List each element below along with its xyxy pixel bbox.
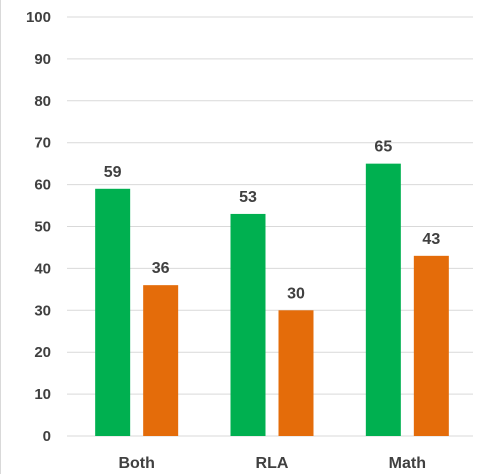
data-label: 59	[104, 164, 122, 181]
data-label: 36	[152, 260, 170, 277]
bar	[230, 213, 266, 436]
y-tick-label: 70	[34, 135, 51, 152]
y-tick-label: 80	[34, 93, 51, 110]
data-label: 53	[239, 189, 257, 206]
y-tick-label: 90	[34, 51, 51, 68]
y-tick-label: 0	[43, 428, 51, 445]
data-labels: 59 36 53 30 65 43	[104, 139, 441, 303]
x-category-label: Math	[389, 455, 426, 472]
x-axis-category-labels: Both RLA Math	[118, 455, 426, 472]
y-tick-label: 30	[34, 302, 51, 319]
gridlines	[67, 16, 473, 437]
bar	[143, 285, 179, 436]
bars	[95, 163, 449, 436]
bar	[413, 255, 449, 436]
bar	[365, 163, 401, 436]
bar	[278, 310, 314, 436]
data-label: 65	[374, 139, 392, 156]
x-category-label: RLA	[256, 455, 289, 472]
y-axis-tick-labels: 0 10 20 30 40 50 60 70 80 90 100	[26, 9, 51, 445]
x-category-label: Both	[118, 455, 154, 472]
y-tick-label: 10	[34, 386, 51, 403]
y-tick-label: 60	[34, 177, 51, 194]
y-tick-label: 40	[34, 260, 51, 277]
y-tick-label: 100	[26, 9, 51, 26]
data-label: 43	[422, 231, 440, 248]
y-tick-label: 20	[34, 344, 51, 361]
y-tick-label: 50	[34, 219, 51, 236]
data-label: 30	[287, 285, 305, 302]
bar	[95, 188, 131, 436]
